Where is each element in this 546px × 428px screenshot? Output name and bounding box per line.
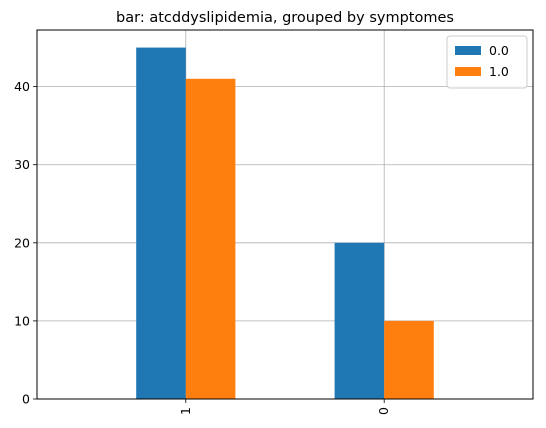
legend-swatch-0 [455, 46, 481, 55]
y-tick-label: 40 [14, 79, 30, 94]
y-tick-label: 0 [22, 392, 30, 407]
y-tick-label: 30 [14, 157, 30, 172]
bar-series-0-category-0 [136, 47, 186, 399]
plot-frame [36, 29, 534, 400]
x-tick-label: 1 [178, 407, 193, 415]
bar-series-0-category-1 [334, 242, 385, 399]
legend-label-1: 1.0 [489, 64, 509, 79]
bar-series-1-category-0 [185, 78, 236, 400]
legend-swatch-1 [455, 67, 481, 76]
x-tick-label: 0 [376, 407, 391, 415]
legend-box [446, 35, 528, 89]
bars [136, 47, 434, 400]
bar-series-1-category-1 [384, 320, 434, 399]
y-tick-label: 20 [14, 235, 30, 250]
legend-label-0: 0.0 [489, 43, 509, 58]
y-tick-label: 10 [14, 313, 30, 328]
chart-title: bar: atcddyslipidemia, grouped by sympto… [116, 10, 454, 26]
legend: 0.01.0 [446, 35, 528, 89]
